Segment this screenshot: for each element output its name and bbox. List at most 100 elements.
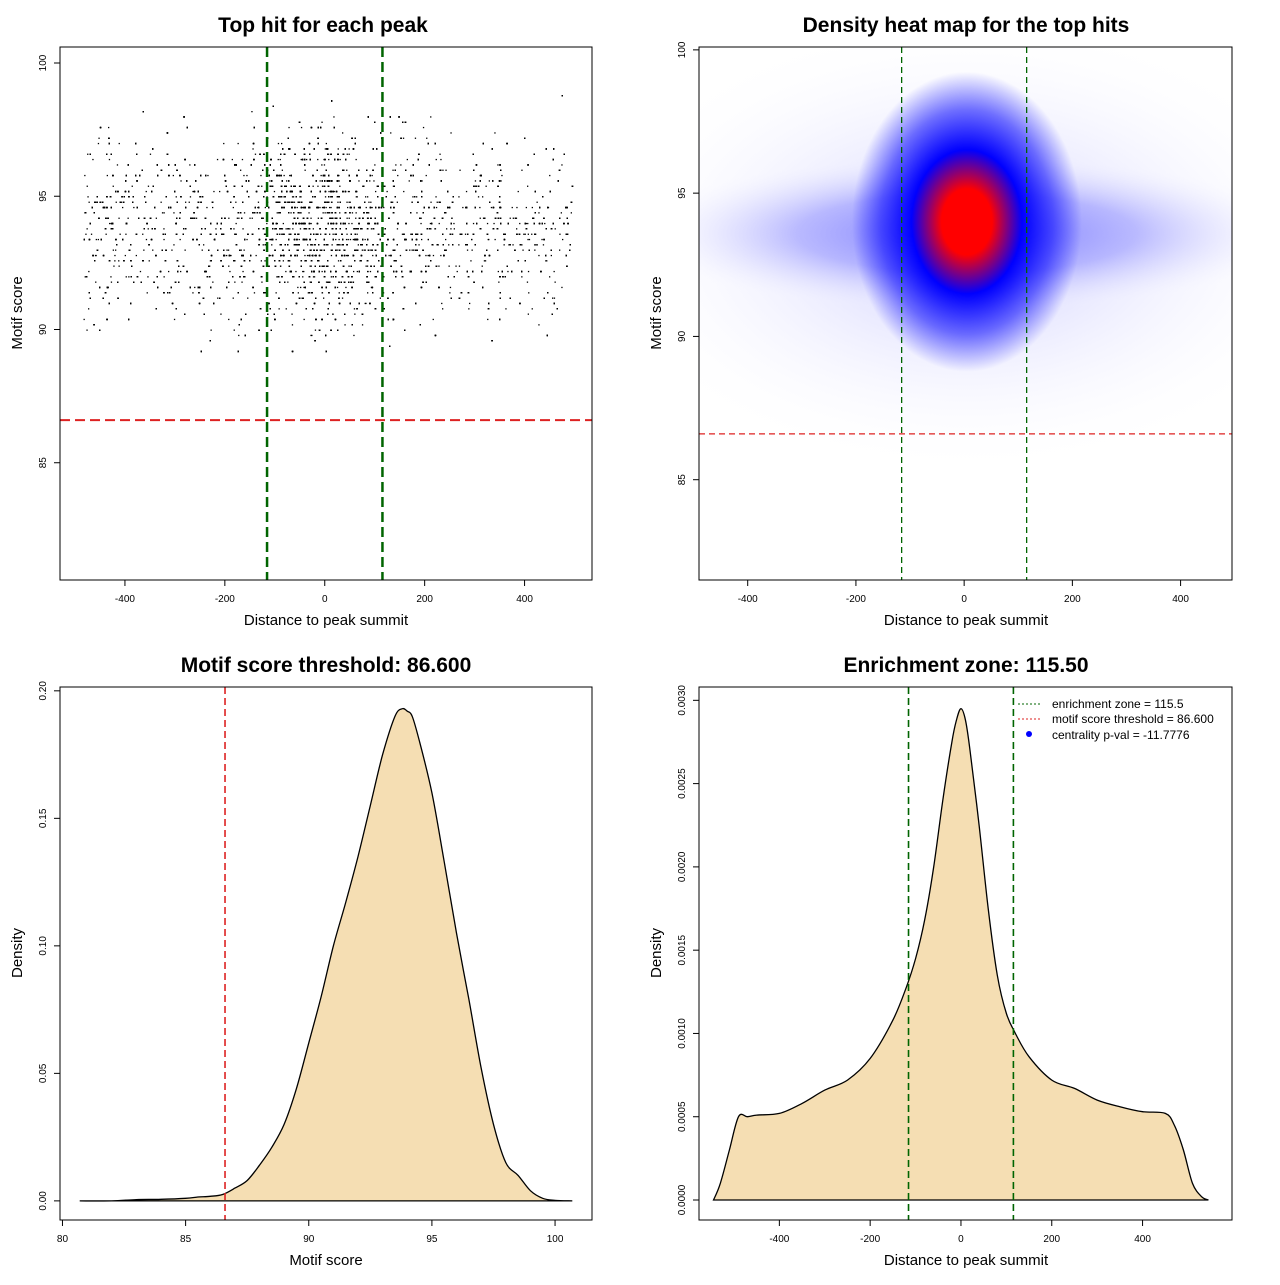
scatter-point: [355, 158, 357, 161]
scatter-point: [87, 153, 89, 155]
scatter-point: [451, 217, 453, 219]
scatter-point: [392, 185, 395, 187]
scatter-point: [306, 254, 309, 257]
scatter-point: [408, 180, 410, 182]
scatter-point: [534, 249, 536, 251]
scatter-point: [412, 249, 415, 251]
scatter-point: [108, 126, 110, 129]
scatter-point: [275, 238, 277, 241]
scatter-point: [334, 233, 336, 235]
scatter-point: [310, 217, 312, 219]
scatter-point: [312, 244, 314, 246]
scatter-point: [88, 308, 90, 310]
scatter-point: [112, 249, 114, 251]
scatter-point: [459, 169, 461, 171]
scatter-point: [259, 212, 261, 214]
scatter-point: [321, 270, 323, 273]
scatter-point: [310, 334, 312, 337]
scatter-point: [512, 244, 514, 246]
scatter-point: [160, 201, 162, 203]
scatter-point: [86, 185, 88, 187]
scatter-point: [320, 233, 322, 235]
scatter-point: [516, 206, 518, 209]
scatter-point: [283, 174, 285, 177]
scatter-point: [345, 254, 348, 257]
scatter-point: [323, 297, 325, 299]
scatter-point: [450, 228, 452, 230]
scatter-point: [297, 286, 299, 289]
scatter-point: [561, 164, 563, 166]
scatter-point: [238, 334, 240, 337]
scatter-point: [122, 206, 124, 209]
scatter-point: [97, 142, 100, 145]
scatter-point: [390, 132, 392, 134]
scatter-point: [365, 206, 367, 209]
scatter-point: [312, 185, 314, 187]
scatter-point: [396, 228, 399, 230]
scatter-point: [494, 132, 496, 134]
scatter-point: [231, 158, 233, 161]
scatter-point: [323, 158, 325, 161]
scatter-point: [347, 238, 349, 241]
scatter-point: [319, 206, 321, 209]
scatter-point: [534, 244, 536, 246]
scatter-point: [356, 233, 358, 235]
scatter-point: [321, 185, 324, 187]
scatter-point: [370, 286, 373, 289]
scatter-point: [124, 254, 126, 257]
scatter-point: [269, 238, 271, 241]
scatter-point: [241, 158, 244, 161]
scatter-point: [395, 164, 397, 166]
scatter-point: [421, 180, 423, 182]
scatter-point: [346, 292, 349, 294]
scatter-point: [299, 212, 301, 214]
scatter-point: [280, 233, 282, 235]
scatter-point: [420, 222, 422, 225]
scatter-point: [309, 265, 311, 267]
scatter-point: [320, 174, 322, 177]
scatter-point: [369, 270, 372, 273]
scatter-point: [115, 249, 117, 251]
scatter-point: [325, 281, 328, 283]
scatter-point: [325, 142, 327, 145]
scatter-point: [531, 233, 533, 235]
scatter-point: [379, 297, 381, 299]
scatter-point: [328, 190, 330, 193]
scatter-point: [368, 201, 370, 203]
scatter-point: [411, 201, 413, 203]
scatter-point: [237, 142, 239, 145]
scatter-point: [484, 260, 487, 262]
scatter-point: [112, 185, 114, 187]
scatter-point: [446, 228, 448, 230]
scatter-point: [349, 201, 351, 203]
scatter-point: [312, 228, 314, 230]
scatter-point: [531, 308, 533, 310]
scatter-point: [175, 196, 177, 198]
scatter-point: [512, 217, 514, 219]
scatter-point: [210, 329, 212, 331]
scatter-point: [449, 286, 452, 289]
scatter-point: [119, 233, 121, 235]
scatter-point: [233, 329, 235, 331]
scatter-point: [324, 212, 326, 214]
scatter-point: [346, 153, 348, 155]
scatter-point: [527, 233, 529, 235]
scatter-point: [346, 169, 348, 171]
scatter-point: [261, 185, 263, 187]
scatter-point: [471, 238, 473, 241]
scatter-point: [118, 142, 120, 145]
scatter-point: [401, 233, 404, 235]
scatter-point: [145, 190, 147, 193]
scatter-point: [258, 212, 261, 214]
scatter-point: [168, 270, 170, 273]
scatter-point: [509, 217, 511, 219]
scatter-point: [243, 174, 245, 177]
scatter-point: [201, 249, 203, 251]
scatter-point: [180, 180, 182, 182]
scatter-point: [367, 270, 369, 273]
scatter-point: [251, 217, 253, 219]
scatter-point: [479, 206, 481, 209]
scatter-point: [235, 222, 237, 225]
scatter-point: [392, 201, 394, 203]
scatter-point: [515, 217, 518, 219]
